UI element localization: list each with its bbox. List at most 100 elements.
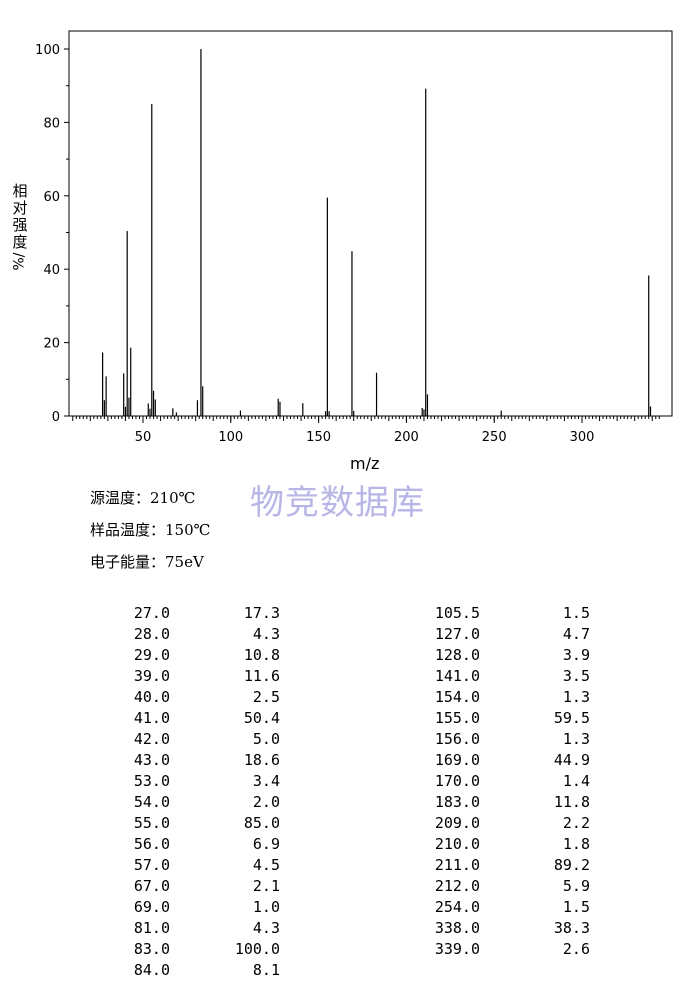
mz-value: 43.0 [133, 751, 170, 769]
x-tick-label: 100 [218, 430, 243, 445]
mz-value: 29.0 [133, 646, 170, 664]
abundance-value: 100.0 [234, 940, 280, 958]
table-row: 69.0 1.0 [120, 897, 280, 918]
y-tick-label: 20 [43, 337, 60, 352]
x-tick-label: 300 [570, 430, 595, 445]
mz-value: 67.0 [133, 877, 170, 895]
abundance-value: 11.6 [243, 667, 280, 685]
mz-value: 170.0 [434, 772, 480, 790]
mz-value: 169.0 [434, 751, 480, 769]
mz-value: 338.0 [434, 919, 480, 937]
y-axis-label: 相 对 强 度 %/ [10, 182, 30, 271]
abundance-value: 2.2 [562, 814, 590, 832]
mz-value: 40.0 [133, 688, 170, 706]
abundance-value: 1.5 [562, 604, 590, 622]
y-axis-unit: %/ [11, 252, 28, 271]
abundance-value: 1.3 [562, 688, 590, 706]
abundance-value: 4.3 [252, 919, 280, 937]
mz-value: 209.0 [434, 814, 480, 832]
table-row: 170.0 1.4 [420, 771, 590, 792]
table-row: 169.0 44.9 [420, 750, 590, 771]
source-temperature: 源温度：210℃ [90, 489, 196, 507]
abundance-value: 1.8 [562, 835, 590, 853]
abundance-value: 2.5 [252, 688, 280, 706]
table-row: 39.0 11.6 [120, 666, 280, 687]
table-row: 57.0 4.5 [120, 855, 280, 876]
y-tick-label: 100 [35, 43, 60, 58]
abundance-value: 50.4 [243, 709, 280, 727]
table-row: 105.5 1.5 [420, 603, 590, 624]
sample-temperature: 样品温度：150℃ [90, 521, 211, 539]
mz-value: 254.0 [434, 898, 480, 916]
abundance-value: 2.1 [252, 877, 280, 895]
mz-value: 54.0 [133, 793, 170, 811]
abundance-value: 89.2 [553, 856, 590, 874]
table-row: 155.0 59.5 [420, 708, 590, 729]
table-row: 81.0 4.3 [120, 918, 280, 939]
abundance-value: 6.9 [252, 835, 280, 853]
table-row: 338.0 38.3 [420, 918, 590, 939]
peak-table-right: 105.5 1.5 127.0 4.7 128.0 3.9 141.0 3.5 154.0 1.3… [420, 603, 590, 960]
table-row: 211.0 89.2 [420, 855, 590, 876]
abundance-value: 4.7 [562, 625, 590, 643]
abundance-value: 18.6 [243, 751, 280, 769]
abundance-value: 4.3 [252, 625, 280, 643]
abundance-value: 38.3 [553, 919, 590, 937]
y-tick-label: 40 [43, 263, 60, 278]
table-row: 254.0 1.5 [420, 897, 590, 918]
mz-value: 56.0 [133, 835, 170, 853]
mz-value: 81.0 [133, 919, 170, 937]
table-row: 141.0 3.5 [420, 666, 590, 687]
abundance-value: 59.5 [553, 709, 590, 727]
table-row: 67.0 2.1 [120, 876, 280, 897]
table-row: 53.0 3.4 [120, 771, 280, 792]
table-row: 54.0 2.0 [120, 792, 280, 813]
abundance-value: 1.5 [562, 898, 590, 916]
table-row: 210.0 1.8 [420, 834, 590, 855]
abundance-value: 17.3 [243, 604, 280, 622]
abundance-value: 5.0 [252, 730, 280, 748]
abundance-value: 3.5 [562, 667, 590, 685]
abundance-value: 2.6 [562, 940, 590, 958]
abundance-value: 85.0 [243, 814, 280, 832]
spectrum-peaks [102, 49, 652, 416]
abundance-value: 44.9 [553, 751, 590, 769]
y-tick-label: 60 [43, 190, 60, 205]
table-row: 84.0 8.1 [120, 960, 280, 981]
mz-value: 183.0 [434, 793, 480, 811]
abundance-value: 1.3 [562, 730, 590, 748]
y-axis-label-char: 对 [12, 199, 28, 217]
abundance-value: 3.9 [562, 646, 590, 664]
x-axis-ticks: 50 100 150 200 250 300 [135, 416, 595, 445]
mz-value: 42.0 [133, 730, 170, 748]
mz-value: 211.0 [434, 856, 480, 874]
watermark: 物竞数据库 [250, 483, 425, 523]
mz-value: 210.0 [434, 835, 480, 853]
table-row: 55.0 85.0 [120, 813, 280, 834]
mz-value: 127.0 [434, 625, 480, 643]
y-axis-label-char: 相 [12, 182, 28, 200]
table-row: 56.0 6.9 [120, 834, 280, 855]
y-tick-label: 80 [43, 116, 60, 131]
table-row: 29.0 10.8 [120, 645, 280, 666]
mz-value: 28.0 [133, 625, 170, 643]
y-axis-ticks: 0 20 40 60 80 100 [35, 43, 69, 425]
table-row: 154.0 1.3 [420, 687, 590, 708]
table-row: 212.0 5.9 [420, 876, 590, 897]
mass-spectrum-chart: 0 20 40 60 80 100 50 100 150 200 250 300 [35, 30, 673, 445]
mz-value: 155.0 [434, 709, 480, 727]
y-axis-label-char: 强 [12, 216, 28, 234]
table-row: 28.0 4.3 [120, 624, 280, 645]
mz-value: 339.0 [434, 940, 480, 958]
x-tick-label: 250 [482, 430, 507, 445]
table-row: 83.0 100.0 [120, 939, 280, 960]
mz-value: 128.0 [434, 646, 480, 664]
table-row: 41.0 50.4 [120, 708, 280, 729]
abundance-value: 10.8 [243, 646, 280, 664]
abundance-value: 1.0 [252, 898, 280, 916]
mz-value: 27.0 [133, 604, 170, 622]
mz-value: 212.0 [434, 877, 480, 895]
x-tick-label: 50 [135, 430, 152, 445]
mz-value: 53.0 [133, 772, 170, 790]
y-axis-label-char: 度 [12, 233, 28, 251]
